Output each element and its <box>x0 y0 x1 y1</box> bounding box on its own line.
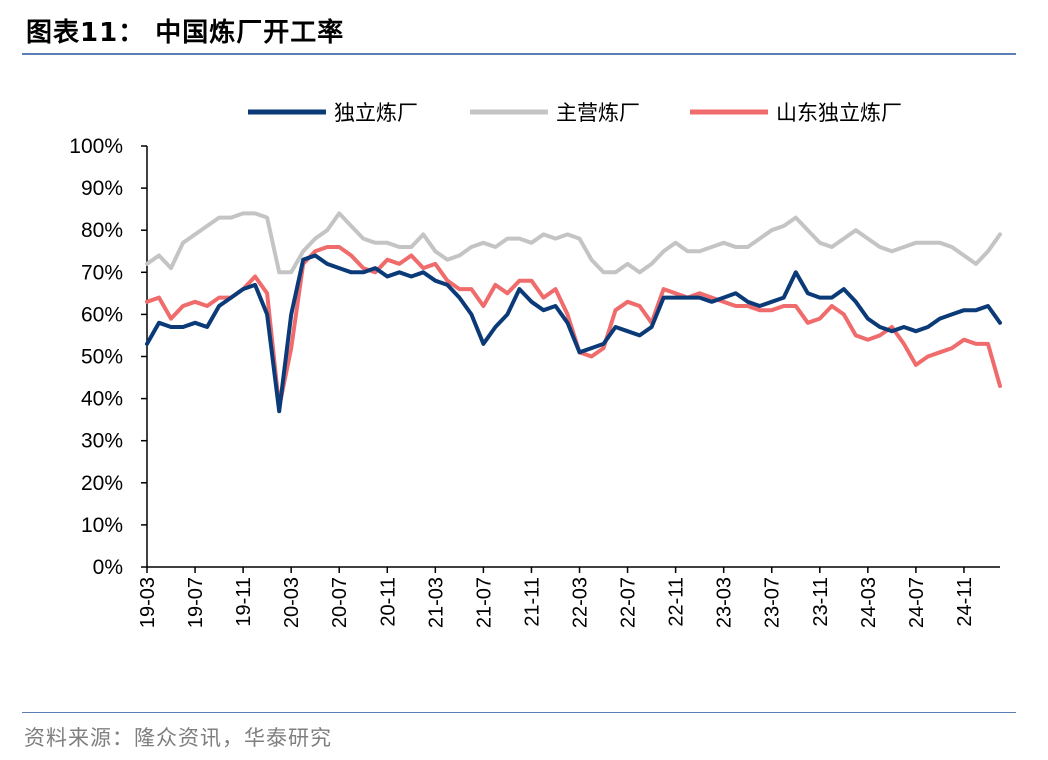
x-tick-label: 21-03 <box>425 577 447 628</box>
y-tick-label: 20% <box>81 472 123 495</box>
chart-axes: 0% 10% 20% 30% 40% 50% 60% 70% 80% 90% 100% 19-03 19… <box>69 135 1000 628</box>
y-tick-label: 0% <box>93 556 123 579</box>
y-tick-label: 80% <box>81 219 123 242</box>
y-tick-label: 90% <box>81 177 123 200</box>
line-chart: 独立炼厂 主营炼厂 山东独立炼厂 0% 10% 20% 30% 40% 50% 60% 70% 80… <box>69 101 1002 628</box>
x-tick-label: 23-03 <box>714 577 736 628</box>
x-tick-label: 19-07 <box>185 577 207 628</box>
x-tick-label: 22-11 <box>666 577 688 627</box>
y-tick-label: 60% <box>81 303 123 326</box>
source-note: 资料来源：隆众资讯，华泰研究 <box>24 726 332 750</box>
x-tick-label: 19-03 <box>137 577 159 628</box>
series-line-1 <box>145 211 1002 275</box>
y-tick-label: 70% <box>81 261 123 284</box>
x-tick-label: 24-03 <box>858 577 880 628</box>
footer-divider <box>22 712 1016 713</box>
x-tick-label: 20-03 <box>281 577 303 628</box>
series-layer <box>145 211 1002 414</box>
chart-legend: 独立炼厂 主营炼厂 山东独立炼厂 <box>248 101 902 125</box>
title-divider <box>22 53 1016 55</box>
y-tick-label: 100% <box>69 135 123 158</box>
legend-label-1: 主营炼厂 <box>556 101 640 125</box>
legend-label-2: 山东独立炼厂 <box>776 101 902 125</box>
y-tick-label: 50% <box>81 346 123 369</box>
x-tick-label: 21-07 <box>473 577 495 628</box>
x-tick-label: 22-07 <box>618 577 640 628</box>
x-tick-label: 22-03 <box>570 577 592 628</box>
y-tick-label: 40% <box>81 388 123 411</box>
x-tick-label: 19-11 <box>233 577 255 627</box>
y-tick-label: 10% <box>81 514 123 537</box>
figure-title: 图表11： 中国炼厂开工率 <box>26 18 345 48</box>
x-tick-label: 21-11 <box>521 577 543 627</box>
x-tick-label: 20-11 <box>377 577 399 627</box>
series-line-0 <box>145 253 1002 414</box>
x-tick-label: 20-07 <box>329 577 351 628</box>
x-tick-label: 24-11 <box>954 577 976 627</box>
y-tick-label: 30% <box>81 430 123 453</box>
legend-label-0: 独立炼厂 <box>334 101 418 125</box>
x-tick-label: 23-11 <box>810 577 832 627</box>
x-tick-label: 23-07 <box>762 577 784 628</box>
x-tick-label: 24-07 <box>906 577 928 628</box>
